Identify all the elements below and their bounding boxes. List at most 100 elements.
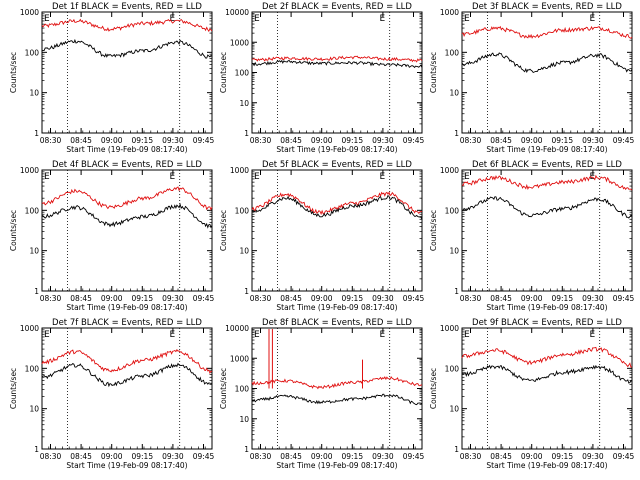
x-tick-label: 09:30 bbox=[582, 294, 604, 303]
x-tick-label: 08:30 bbox=[460, 136, 482, 145]
y-tick-label: 10 bbox=[239, 415, 249, 424]
y-tick-label: 10 bbox=[29, 405, 39, 414]
x-tick-label: 09:00 bbox=[521, 294, 543, 303]
y-tick-label: 1000 bbox=[440, 8, 459, 17]
y-tick-label: 1 bbox=[244, 129, 249, 138]
panel-title: Det 9f BLACK = Events, RED = LLD bbox=[472, 318, 622, 328]
x-tick-label: 09:15 bbox=[341, 452, 363, 461]
x-tick-label: 09:30 bbox=[582, 452, 604, 461]
y-tick-label: 1000 bbox=[20, 324, 39, 333]
x-tick-label: 09:15 bbox=[341, 294, 363, 303]
series-line-red bbox=[41, 186, 213, 211]
y-tick-label: 1000 bbox=[20, 166, 39, 175]
eclipse-marker-label: E bbox=[170, 330, 176, 340]
y-tick-label: 1000 bbox=[230, 166, 249, 175]
x-tick-label: 08:45 bbox=[280, 452, 302, 461]
eclipse-marker-label: E bbox=[590, 330, 596, 340]
x-tick-label: 09:45 bbox=[403, 136, 425, 145]
x-tick-label: 09:30 bbox=[162, 136, 184, 145]
y-axis-label: Counts/sec bbox=[429, 368, 438, 409]
y-axis-label: Counts/sec bbox=[219, 52, 228, 93]
eclipse-marker-label: E bbox=[44, 172, 50, 182]
y-tick-label: 1 bbox=[244, 445, 249, 454]
y-tick-label: 1000 bbox=[230, 38, 249, 47]
y-tick-label: 1 bbox=[34, 445, 39, 454]
series-line-red bbox=[461, 174, 633, 191]
eclipse-marker-label: E bbox=[170, 14, 176, 24]
x-tick-label: 09:30 bbox=[372, 452, 394, 461]
y-axis-label: Counts/sec bbox=[9, 52, 18, 93]
series-line-red bbox=[41, 18, 213, 33]
detector-panel-6: Det 6f BLACK = Events, RED = LLD 1 10 100 10… bbox=[429, 160, 635, 312]
panel-title: Det 7f BLACK = Events, RED = LLD bbox=[52, 318, 202, 328]
x-tick-label: 09:15 bbox=[551, 136, 573, 145]
y-tick-label: 10000 bbox=[225, 8, 249, 17]
panel-title: Det 3f BLACK = Events, RED = LLD bbox=[472, 2, 622, 12]
panel-title: Det 5f BLACK = Events, RED = LLD bbox=[262, 160, 412, 170]
y-axis-label: Counts/sec bbox=[219, 368, 228, 409]
x-tick-label: 09:45 bbox=[193, 294, 215, 303]
x-tick-label: 09:15 bbox=[131, 452, 153, 461]
series-line-black bbox=[251, 194, 423, 220]
x-tick-label: 08:45 bbox=[280, 294, 302, 303]
y-tick-label: 1 bbox=[454, 287, 459, 296]
eclipse-marker-label: E bbox=[170, 172, 176, 182]
y-tick-label: 100 bbox=[25, 364, 40, 373]
x-tick-label: 09:45 bbox=[193, 136, 215, 145]
x-tick-label: 08:30 bbox=[40, 452, 62, 461]
y-tick-label: 10 bbox=[449, 247, 459, 256]
x-tick-label: 09:30 bbox=[372, 294, 394, 303]
eclipse-marker-label: E bbox=[464, 172, 470, 182]
y-tick-label: 1000 bbox=[440, 324, 459, 333]
series-line-black bbox=[461, 196, 633, 219]
x-axis-label: Start Time (19-Feb-09 08:17:40) bbox=[486, 461, 607, 470]
x-tick-label: 08:30 bbox=[460, 294, 482, 303]
eclipse-marker-label: E bbox=[254, 14, 260, 24]
eclipse-marker-label: E bbox=[380, 330, 386, 340]
y-tick-label: 100 bbox=[25, 206, 40, 215]
x-tick-label: 08:30 bbox=[250, 136, 272, 145]
y-tick-label: 100 bbox=[235, 385, 250, 394]
eclipse-marker-label: E bbox=[44, 14, 50, 24]
panel-title: Det 6f BLACK = Events, RED = LLD bbox=[472, 160, 622, 170]
eclipse-marker-label: E bbox=[590, 14, 596, 24]
eclipse-marker-label: E bbox=[44, 330, 50, 340]
y-tick-label: 10000 bbox=[225, 324, 249, 333]
x-tick-label: 09:30 bbox=[582, 136, 604, 145]
series-line-black bbox=[461, 52, 633, 74]
detector-panel-9: Det 9f BLACK = Events, RED = LLD 1 10 100 10… bbox=[429, 318, 635, 470]
x-tick-label: 09:30 bbox=[162, 452, 184, 461]
x-axis-label: Start Time (19-Feb-09 08:17:40) bbox=[276, 303, 397, 312]
x-tick-label: 09:45 bbox=[403, 452, 425, 461]
y-tick-label: 10 bbox=[239, 99, 249, 108]
eclipse-marker-label: E bbox=[254, 172, 260, 182]
series-line-red bbox=[461, 25, 633, 39]
x-tick-label: 09:45 bbox=[613, 294, 635, 303]
y-axis-label: Counts/sec bbox=[9, 210, 18, 251]
x-tick-label: 09:15 bbox=[551, 452, 573, 461]
eclipse-marker-label: E bbox=[464, 14, 470, 24]
x-tick-label: 08:30 bbox=[40, 136, 62, 145]
x-tick-label: 08:30 bbox=[460, 452, 482, 461]
x-tick-label: 09:00 bbox=[521, 452, 543, 461]
eclipse-marker-label: E bbox=[380, 172, 386, 182]
panel-title: Det 8f BLACK = Events, RED = LLD bbox=[262, 318, 412, 328]
series-line-red bbox=[41, 349, 213, 375]
y-tick-label: 10 bbox=[239, 247, 249, 256]
x-tick-label: 09:00 bbox=[101, 294, 123, 303]
plot-frame bbox=[41, 169, 213, 292]
x-tick-label: 08:30 bbox=[250, 294, 272, 303]
y-tick-label: 100 bbox=[445, 364, 460, 373]
series-line-black bbox=[41, 202, 213, 229]
x-tick-label: 09:00 bbox=[311, 136, 333, 145]
x-axis-label: Start Time (19-Feb-09 08:17:40) bbox=[486, 145, 607, 154]
x-tick-label: 09:45 bbox=[403, 294, 425, 303]
y-tick-label: 100 bbox=[235, 69, 250, 78]
detector-panel-4: Det 4f BLACK = Events, RED = LLD 1 10 100 10… bbox=[9, 160, 215, 312]
series-line-red bbox=[251, 376, 422, 390]
eclipse-marker-label: E bbox=[254, 330, 260, 340]
y-axis-label: Counts/sec bbox=[429, 52, 438, 93]
x-tick-label: 09:15 bbox=[551, 294, 573, 303]
plot-frame bbox=[41, 11, 213, 134]
